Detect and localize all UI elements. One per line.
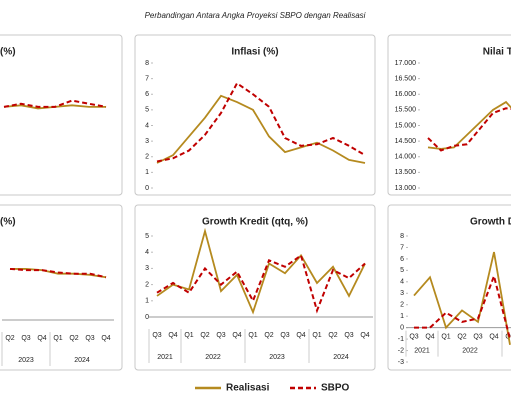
- panel-title: (%): [0, 217, 16, 228]
- series-line: [427, 100, 511, 150]
- series-line: [9, 267, 107, 279]
- x-tick-label: Q1: [184, 332, 193, 339]
- y-tick-label: -3: [398, 359, 404, 366]
- y-tick-label: 7: [400, 244, 404, 251]
- series-line: [427, 107, 511, 152]
- year-label: 2023: [18, 357, 34, 364]
- y-tick-label: 5: [400, 267, 404, 274]
- x-tick-label: Q4: [168, 332, 177, 339]
- y-tick-label: 13.000: [395, 185, 417, 192]
- x-tick-label: Q3: [409, 333, 418, 340]
- y-tick-label: 16.500: [395, 75, 417, 82]
- y-tick-label: 8: [145, 60, 149, 67]
- y-tick-label: 13.500: [395, 169, 417, 176]
- legend-label: SBPO: [321, 383, 350, 394]
- y-tick-label: 8: [400, 233, 404, 240]
- y-tick-label: 2: [145, 281, 149, 288]
- series-line: [156, 227, 366, 315]
- series-line: [156, 94, 366, 164]
- y-tick-label: 14.000: [395, 154, 417, 161]
- year-label: 2021: [157, 354, 173, 361]
- panel-title: Nilai Tukar: [483, 47, 511, 58]
- x-tick-label: Q3: [21, 335, 30, 342]
- y-tick-label: 16.000: [395, 91, 417, 98]
- y-tick-label: 5: [145, 107, 149, 114]
- page-title: Perbandingan Antara Angka Proyeksi SBPO …: [145, 11, 366, 20]
- panel-title: Inflasi (%): [231, 47, 278, 58]
- x-tick-label: Q2: [200, 332, 209, 339]
- y-tick-label: 1: [145, 298, 149, 305]
- x-tick-label: Q3: [85, 335, 94, 342]
- series-line: [3, 99, 107, 108]
- x-tick-label: Q4: [232, 332, 241, 339]
- y-tick-label: 2: [400, 302, 404, 309]
- y-tick-label: -1: [398, 336, 404, 343]
- y-tick-label: 14.500: [395, 138, 417, 145]
- y-tick-label: 4: [400, 279, 404, 286]
- series-line: [413, 251, 511, 345]
- y-tick-label: 0: [400, 324, 404, 331]
- y-tick-label: 3: [145, 138, 149, 145]
- x-tick-label: Q3: [473, 333, 482, 340]
- panel: [0, 34, 123, 196]
- y-tick-label: -2: [398, 347, 404, 354]
- x-tick-label: Q2: [457, 333, 466, 340]
- year-label: 2023: [269, 354, 285, 361]
- y-tick-label: 15.000: [395, 122, 417, 129]
- panel: [387, 34, 511, 196]
- year-label: 2021: [414, 347, 430, 354]
- year-label: 2022: [462, 347, 478, 354]
- y-tick-label: 3: [400, 290, 404, 297]
- panel: [387, 204, 511, 371]
- y-tick-label: 0: [145, 185, 149, 192]
- x-tick-label: Q4: [296, 332, 305, 339]
- x-tick-label: Q2: [328, 332, 337, 339]
- y-tick-label: 4: [145, 122, 149, 129]
- y-tick-label: 15.500: [395, 107, 417, 114]
- panel-title: Growth D: [470, 217, 511, 228]
- panel-title: (%): [0, 47, 16, 58]
- year-label: 2024: [74, 357, 90, 364]
- y-tick-label: 1: [145, 169, 149, 176]
- y-tick-label: 5: [145, 233, 149, 240]
- y-tick-label: 7: [145, 75, 149, 82]
- x-tick-label: Q3: [152, 332, 161, 339]
- x-tick-label: Q1: [53, 335, 62, 342]
- y-tick-label: 3: [145, 265, 149, 272]
- x-tick-label: Q4: [360, 332, 369, 339]
- y-tick-label: 1: [400, 313, 404, 320]
- x-tick-label: Q2: [5, 335, 14, 342]
- x-tick-label: Q2: [264, 332, 273, 339]
- y-tick-label: 0: [145, 314, 149, 321]
- year-label: 2022: [205, 354, 221, 361]
- legend-label: Realisasi: [226, 383, 270, 394]
- panel: [134, 204, 376, 371]
- x-tick-label: Q1: [312, 332, 321, 339]
- y-tick-label: 6: [400, 256, 404, 263]
- y-tick-label: 6: [145, 91, 149, 98]
- panel: [134, 34, 376, 196]
- x-tick-label: Q3: [216, 332, 225, 339]
- y-tick-label: 17.000: [395, 60, 417, 67]
- panel: [0, 204, 123, 371]
- y-tick-label: 4: [145, 249, 149, 256]
- panel-title: Growth Kredit (qtq, %): [202, 217, 308, 228]
- x-tick-label: Q3: [280, 332, 289, 339]
- x-tick-label: Q4: [425, 333, 434, 340]
- x-tick-label: Q3: [344, 332, 353, 339]
- x-tick-label: Q4: [489, 333, 498, 340]
- year-label: 2024: [333, 354, 349, 361]
- x-tick-label: Q2: [69, 335, 78, 342]
- y-tick-label: 2: [145, 154, 149, 161]
- series-line: [414, 272, 511, 340]
- x-tick-label: Q1: [441, 333, 450, 340]
- series-line: [10, 268, 107, 279]
- series-line: [156, 81, 366, 163]
- series-line: [156, 253, 366, 314]
- x-tick-label: Q1: [248, 332, 257, 339]
- x-tick-label: Q4: [37, 335, 46, 342]
- x-tick-label: Q4: [101, 335, 110, 342]
